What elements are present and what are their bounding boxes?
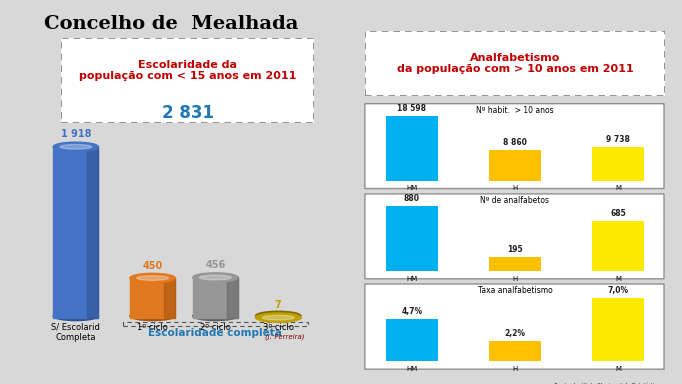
Text: 685: 685 bbox=[610, 209, 626, 218]
Text: 1º ciclo: 1º ciclo bbox=[137, 323, 168, 332]
Text: Concelho de  Mealhada: Concelho de Mealhada bbox=[44, 15, 299, 33]
Text: H: H bbox=[512, 185, 518, 192]
Text: 880: 880 bbox=[404, 194, 419, 203]
Bar bbox=[489, 150, 541, 181]
Bar bbox=[386, 207, 438, 271]
Text: 9 738: 9 738 bbox=[606, 134, 630, 144]
Text: M: M bbox=[615, 366, 621, 372]
Bar bbox=[130, 278, 175, 318]
Text: 2º ciclo: 2º ciclo bbox=[200, 323, 231, 332]
Text: 8 860: 8 860 bbox=[503, 138, 527, 147]
Text: H: H bbox=[512, 366, 518, 372]
Bar bbox=[592, 147, 644, 181]
Polygon shape bbox=[164, 278, 175, 318]
Ellipse shape bbox=[193, 273, 238, 282]
Text: 7,0%: 7,0% bbox=[608, 286, 629, 295]
Text: Escolaridade completa: Escolaridade completa bbox=[149, 328, 282, 338]
Text: 456: 456 bbox=[205, 260, 226, 270]
Bar bbox=[386, 319, 438, 361]
Ellipse shape bbox=[130, 311, 175, 321]
Text: 2,2%: 2,2% bbox=[505, 329, 525, 338]
Text: M: M bbox=[615, 185, 621, 192]
Text: Fonte: Instituto Nacional de Estatística: Fonte: Instituto Nacional de Estatística bbox=[554, 383, 660, 384]
Ellipse shape bbox=[193, 311, 238, 321]
FancyBboxPatch shape bbox=[61, 38, 314, 123]
FancyBboxPatch shape bbox=[365, 194, 664, 279]
Text: Escolaridade da
população com < 15 anos em 2011: Escolaridade da população com < 15 anos … bbox=[79, 60, 296, 81]
Ellipse shape bbox=[53, 311, 98, 321]
Text: 450: 450 bbox=[143, 261, 163, 271]
Text: H: H bbox=[512, 276, 518, 282]
Text: HM: HM bbox=[406, 185, 417, 192]
Ellipse shape bbox=[130, 273, 175, 283]
FancyBboxPatch shape bbox=[365, 31, 665, 96]
Text: 4,7%: 4,7% bbox=[401, 306, 422, 316]
Polygon shape bbox=[226, 278, 238, 318]
Text: Nº habit.  > 10 anos: Nº habit. > 10 anos bbox=[476, 106, 554, 115]
Bar bbox=[592, 298, 644, 361]
FancyBboxPatch shape bbox=[365, 104, 664, 189]
Text: Nº de analfabetos: Nº de analfabetos bbox=[480, 196, 550, 205]
Text: Analfabetismo
da população com > 10 anos em 2011: Analfabetismo da população com > 10 anos… bbox=[397, 53, 633, 74]
Bar bbox=[53, 147, 98, 318]
Ellipse shape bbox=[256, 311, 301, 321]
Ellipse shape bbox=[263, 315, 294, 320]
Text: HM: HM bbox=[406, 276, 417, 282]
Text: Taxa analfabetismo: Taxa analfabetismo bbox=[477, 286, 552, 295]
Ellipse shape bbox=[136, 276, 168, 280]
Bar bbox=[489, 341, 541, 361]
Ellipse shape bbox=[53, 142, 98, 152]
FancyBboxPatch shape bbox=[365, 284, 664, 369]
Text: M: M bbox=[615, 276, 621, 282]
Text: 18 598: 18 598 bbox=[397, 104, 426, 113]
Text: 195: 195 bbox=[507, 245, 522, 254]
Text: 1 918: 1 918 bbox=[61, 129, 91, 139]
Text: (J. Ferreira): (J. Ferreira) bbox=[265, 333, 304, 339]
Bar bbox=[386, 116, 438, 181]
Text: 2 831: 2 831 bbox=[162, 104, 213, 122]
Polygon shape bbox=[87, 147, 98, 318]
Text: 7: 7 bbox=[275, 300, 282, 310]
Ellipse shape bbox=[60, 144, 91, 149]
Text: 3º ciclo: 3º ciclo bbox=[263, 323, 294, 332]
Bar bbox=[489, 257, 541, 271]
Bar bbox=[592, 221, 644, 271]
Bar bbox=[193, 278, 238, 318]
Text: S/ Escolarid
Completa: S/ Escolarid Completa bbox=[51, 323, 100, 342]
Text: HM: HM bbox=[406, 366, 417, 372]
Ellipse shape bbox=[200, 275, 231, 280]
Ellipse shape bbox=[256, 313, 301, 322]
